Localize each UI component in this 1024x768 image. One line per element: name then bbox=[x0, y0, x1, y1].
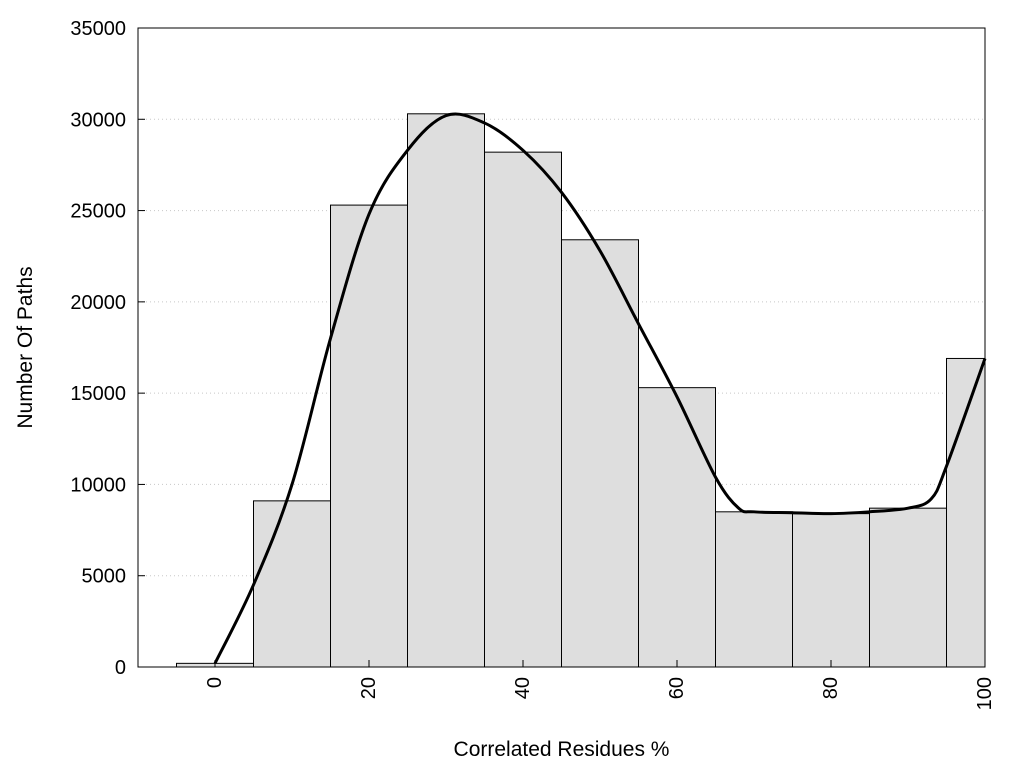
histogram-bar bbox=[484, 151, 562, 668]
x-tick-label: 80 bbox=[820, 677, 842, 699]
density-curve bbox=[213, 112, 987, 665]
y-tick-label: 20000 bbox=[70, 292, 126, 314]
y-tick-label: 30000 bbox=[70, 109, 126, 131]
histogram-bar bbox=[946, 357, 986, 668]
histogram-bar bbox=[869, 507, 947, 668]
x-tick-label: 20 bbox=[358, 677, 380, 699]
x-tick-label: 0 bbox=[204, 677, 226, 688]
histogram-bar bbox=[330, 204, 408, 668]
y-axis-ticks: 0 5000 10000 15000 20000 25000 30000 35000 bbox=[70, 18, 145, 679]
histogram-bar bbox=[638, 387, 716, 668]
x-tick-label: 40 bbox=[512, 677, 534, 699]
density-curve-line bbox=[213, 112, 987, 665]
x-axis-ticks: 0 20 40 60 80 100 bbox=[204, 660, 996, 710]
y-tick-label: 35000 bbox=[70, 18, 126, 40]
x-tick-label: 60 bbox=[666, 677, 688, 699]
y-tick-label: 5000 bbox=[82, 566, 127, 588]
plot-frame bbox=[137, 27, 986, 668]
y-tick-label: 15000 bbox=[70, 383, 126, 405]
x-axis-title: Correlated Residues % bbox=[454, 738, 670, 761]
y-axis-title: Number Of Paths bbox=[14, 266, 37, 428]
y-tick-label: 10000 bbox=[70, 474, 126, 496]
histogram-bar bbox=[792, 513, 870, 668]
histogram-bar bbox=[715, 511, 793, 668]
histogram-bar bbox=[253, 500, 331, 668]
y-tick-label: 0 bbox=[115, 657, 126, 679]
histogram-bars bbox=[176, 113, 986, 668]
x-tick-label: 100 bbox=[974, 677, 996, 710]
y-tick-label: 25000 bbox=[70, 201, 126, 223]
histogram-bar bbox=[407, 113, 485, 668]
